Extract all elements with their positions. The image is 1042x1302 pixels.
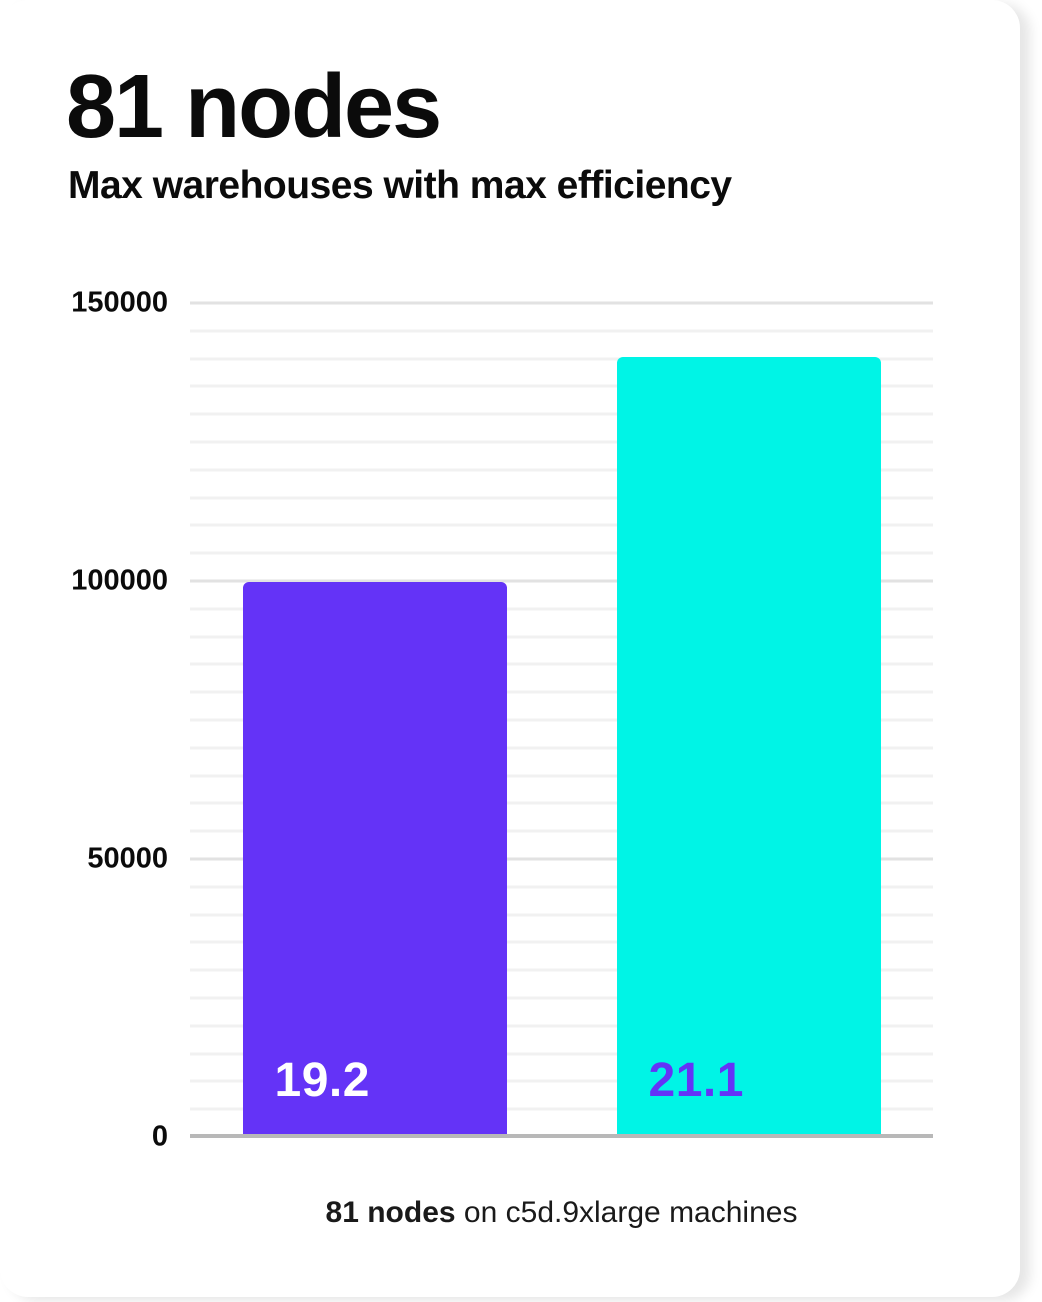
gridline-minor: [190, 913, 933, 917]
gridline-minor: [190, 551, 933, 555]
gridline-minor: [190, 1024, 933, 1028]
gridline-minor: [190, 635, 933, 639]
gridline-minor: [190, 662, 933, 666]
gridline-minor: [190, 746, 933, 750]
bar-chart-plot-area: 0 50000 100000 150000 19.2 21.1: [71, 288, 933, 1151]
y-axis-tick-label: 100000: [71, 564, 168, 597]
gridline-minor: [190, 357, 933, 361]
gridline-major: [190, 579, 933, 583]
gridline-minor: [190, 412, 933, 416]
gridline-minor: [190, 968, 933, 972]
gridline-minor: [190, 607, 933, 611]
gridline-minor: [190, 1052, 933, 1056]
bar-19.2: 19.2: [242, 581, 507, 1135]
gridline-minor: [190, 440, 933, 444]
gridline-minor: [190, 496, 933, 500]
gridline-minor: [190, 384, 933, 388]
gridline-minor: [190, 829, 933, 833]
page-subtitle: Max warehouses with max efficiency: [68, 164, 732, 207]
y-axis-tick-label: 0: [151, 1120, 168, 1153]
bar-21.1: 21.1: [616, 356, 881, 1135]
gridline-minor: [190, 718, 933, 722]
gridline-minor: [190, 801, 933, 805]
gridline-minor: [190, 523, 933, 527]
gridline-major: [190, 857, 933, 861]
y-axis-tick-label: 50000: [87, 842, 168, 875]
gridline-major: [190, 301, 933, 305]
caption-regular-text: on c5d.9xlarge machines: [455, 1196, 798, 1229]
x-axis-line: [190, 1134, 933, 1138]
bar-value-label: 21.1: [648, 1054, 744, 1107]
caption-bold-text: 81 nodes: [325, 1196, 456, 1229]
gridline-minor: [190, 940, 933, 944]
gridline-minor: [190, 1107, 933, 1111]
gridline-minor: [190, 774, 933, 778]
gridline-minor: [190, 1079, 933, 1083]
gridline-minor: [190, 690, 933, 694]
gridline-minor: [190, 468, 933, 472]
chart-caption: 81 nodes on c5d.9xlarge machines: [190, 1196, 933, 1230]
gridline-minor: [190, 329, 933, 333]
page-title: 81 nodes: [66, 57, 442, 157]
bar-value-label: 19.2: [274, 1054, 370, 1107]
y-axis-tick-label: 150000: [71, 286, 168, 319]
gridline-minor: [190, 885, 933, 889]
chart-card: 81 nodes Max warehouses with max efficie…: [66, 57, 933, 1230]
gridline-minor: [190, 996, 933, 1000]
